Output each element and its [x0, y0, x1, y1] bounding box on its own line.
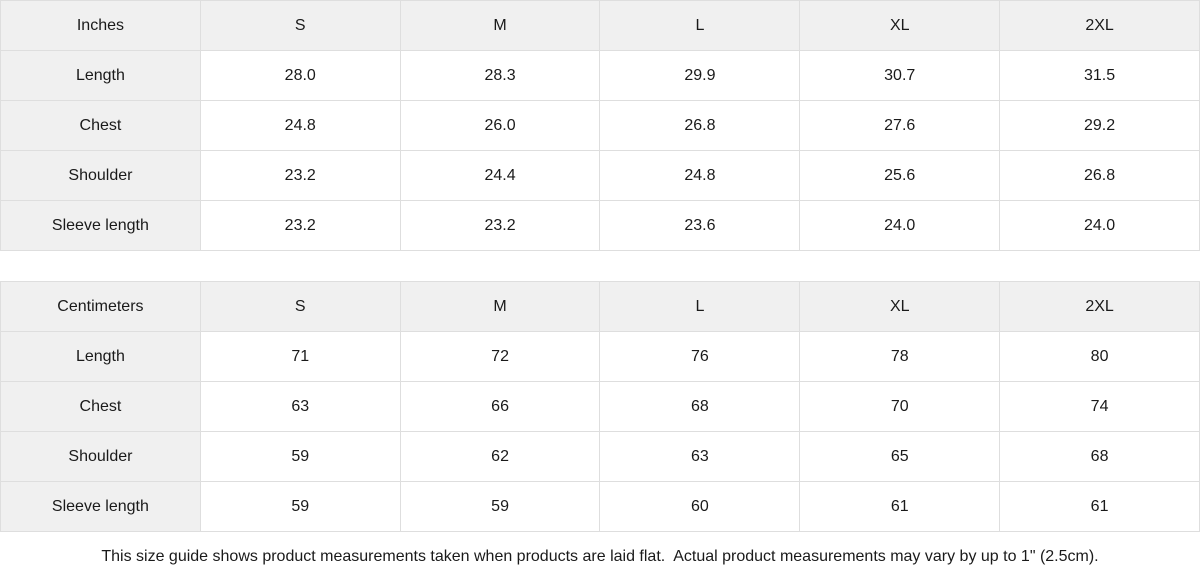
- value-cell: 26.8: [999, 150, 1200, 201]
- value-cell: 23.6: [599, 200, 801, 251]
- value-cell: 66: [399, 381, 601, 432]
- value-cell: 80: [999, 331, 1200, 382]
- table-spacer: [0, 251, 1200, 281]
- value-cell: 74: [999, 381, 1200, 432]
- value-cell: 59: [199, 481, 401, 532]
- table-row: Inches S M L XL 2XL: [0, 0, 1200, 51]
- table-row: Sleeve length 23.2 23.2 23.6 24.0 24.0: [0, 200, 1200, 251]
- value-cell: 65: [799, 431, 1001, 482]
- size-header-cell: XL: [799, 281, 1001, 332]
- size-header-cell: S: [199, 281, 401, 332]
- value-cell: 61: [999, 481, 1200, 532]
- value-cell: 24.0: [999, 200, 1200, 251]
- value-cell: 68: [599, 381, 801, 432]
- value-cell: 25.6: [799, 150, 1001, 201]
- size-header-cell: M: [399, 281, 601, 332]
- value-cell: 76: [599, 331, 801, 382]
- row-label-cell: Length: [0, 50, 201, 101]
- value-cell: 63: [199, 381, 401, 432]
- value-cell: 78: [799, 331, 1001, 382]
- row-label-cell: Shoulder: [0, 150, 201, 201]
- value-cell: 30.7: [799, 50, 1001, 101]
- value-cell: 70: [799, 381, 1001, 432]
- size-header-cell: L: [599, 0, 801, 51]
- value-cell: 24.0: [799, 200, 1001, 251]
- value-cell: 24.8: [199, 100, 401, 151]
- value-cell: 24.8: [599, 150, 801, 201]
- size-table-centimeters: Centimeters S M L XL 2XL Length 71 72 76…: [0, 281, 1200, 532]
- row-label-cell: Length: [0, 331, 201, 382]
- table-row: Chest 63 66 68 70 74: [0, 381, 1200, 432]
- value-cell: 29.9: [599, 50, 801, 101]
- unit-header-cell: Inches: [0, 0, 201, 51]
- table-row: Sleeve length 59 59 60 61 61: [0, 481, 1200, 532]
- size-header-cell: XL: [799, 0, 1001, 51]
- row-label-cell: Sleeve length: [0, 481, 201, 532]
- size-header-cell: M: [399, 0, 601, 51]
- row-label-cell: Chest: [0, 100, 201, 151]
- value-cell: 23.2: [199, 150, 401, 201]
- size-table-inches: Inches S M L XL 2XL Length 28.0 28.3 29.…: [0, 0, 1200, 251]
- table-row: Shoulder 23.2 24.4 24.8 25.6 26.8: [0, 150, 1200, 201]
- value-cell: 68: [999, 431, 1200, 482]
- table-row: Length 28.0 28.3 29.9 30.7 31.5: [0, 50, 1200, 101]
- table-row: Shoulder 59 62 63 65 68: [0, 431, 1200, 482]
- value-cell: 72: [399, 331, 601, 382]
- size-header-cell: S: [199, 0, 401, 51]
- table-row: Chest 24.8 26.0 26.8 27.6 29.2: [0, 100, 1200, 151]
- value-cell: 28.3: [399, 50, 601, 101]
- row-label-cell: Shoulder: [0, 431, 201, 482]
- value-cell: 26.8: [599, 100, 801, 151]
- value-cell: 63: [599, 431, 801, 482]
- size-guide-note: This size guide shows product measuremen…: [0, 532, 1200, 581]
- unit-header-cell: Centimeters: [0, 281, 201, 332]
- value-cell: 23.2: [399, 200, 601, 251]
- value-cell: 24.4: [399, 150, 601, 201]
- size-header-cell: L: [599, 281, 801, 332]
- value-cell: 61: [799, 481, 1001, 532]
- value-cell: 71: [199, 331, 401, 382]
- value-cell: 62: [399, 431, 601, 482]
- value-cell: 29.2: [999, 100, 1200, 151]
- value-cell: 31.5: [999, 50, 1200, 101]
- value-cell: 60: [599, 481, 801, 532]
- value-cell: 59: [199, 431, 401, 482]
- value-cell: 23.2: [199, 200, 401, 251]
- value-cell: 59: [399, 481, 601, 532]
- value-cell: 27.6: [799, 100, 1001, 151]
- value-cell: 28.0: [199, 50, 401, 101]
- table-row: Length 71 72 76 78 80: [0, 331, 1200, 382]
- size-header-cell: 2XL: [999, 0, 1200, 51]
- row-label-cell: Sleeve length: [0, 200, 201, 251]
- table-row: Centimeters S M L XL 2XL: [0, 281, 1200, 332]
- size-header-cell: 2XL: [999, 281, 1200, 332]
- row-label-cell: Chest: [0, 381, 201, 432]
- value-cell: 26.0: [399, 100, 601, 151]
